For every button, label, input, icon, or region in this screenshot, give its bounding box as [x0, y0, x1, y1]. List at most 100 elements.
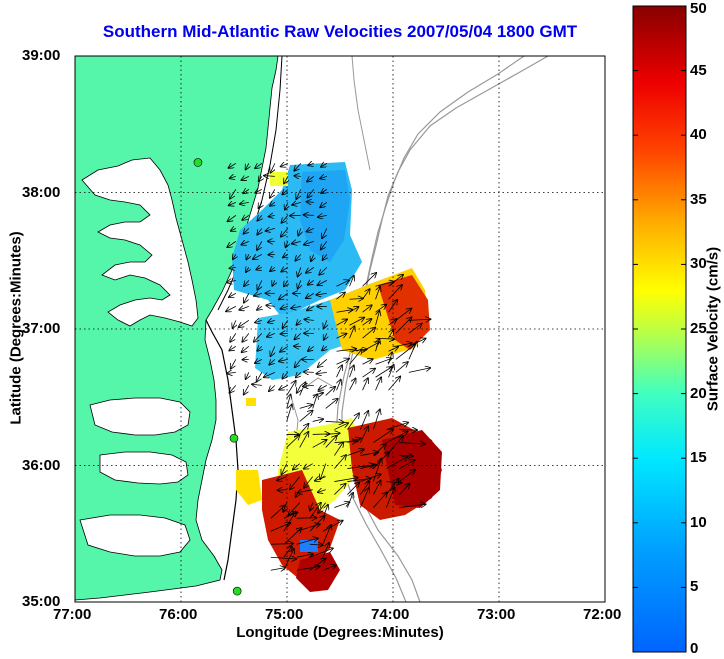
velocity-vector [295, 333, 302, 339]
velocity-vector [305, 319, 314, 320]
colorbar-tick-label: 25 [690, 320, 707, 337]
colorbar-tick-label: 10 [690, 513, 707, 531]
velocity-vector [298, 228, 300, 235]
velocity-vector [324, 320, 327, 328]
velocity-vector [312, 440, 327, 448]
velocity-vector [388, 300, 398, 313]
velocity-vector [324, 333, 327, 339]
velocity-vector [322, 565, 336, 571]
velocity-vector [289, 502, 300, 515]
velocity-vector [257, 372, 263, 381]
velocity-vector [395, 317, 412, 334]
velocity-vector [334, 478, 357, 482]
velocity-vector [362, 369, 375, 378]
velocity-vector [295, 254, 302, 260]
velocity-vector [298, 490, 313, 493]
velocity-vector [309, 544, 323, 545]
velocity-vector [320, 202, 328, 207]
y-tick-label: 37:00 [22, 320, 61, 337]
velocity-vector [388, 319, 397, 326]
velocity-vector [395, 362, 408, 373]
velocity-vector [242, 333, 250, 341]
velocity-vector [408, 324, 422, 334]
velocity-vector [308, 280, 315, 284]
velocity-vector [311, 254, 314, 261]
velocity-vector [309, 503, 321, 519]
velocity-vector [388, 285, 402, 300]
velocity-vector [362, 319, 372, 326]
velocity-vector [231, 359, 237, 368]
velocity-vector [323, 254, 327, 260]
velocity-vector [362, 289, 370, 300]
velocity-vector [270, 544, 293, 545]
velocity-vector [292, 202, 301, 205]
velocity-vector [318, 490, 326, 493]
velocity-vector [257, 346, 261, 350]
velocity-vector [375, 358, 392, 365]
velocity-vector [296, 566, 320, 571]
velocity-vector [285, 202, 288, 209]
velocity-vector [253, 254, 263, 259]
velocity-vector [375, 287, 380, 300]
velocity-vector [286, 435, 300, 448]
radar-stations [193, 158, 242, 596]
velocity-vector [226, 306, 237, 311]
velocity-vector [399, 470, 415, 482]
velocity-vector [294, 163, 302, 170]
velocity-vector [229, 202, 236, 205]
velocity-vector [318, 280, 328, 285]
velocity-vector [244, 385, 250, 394]
velocity-vector [281, 163, 288, 166]
velocity-vector [347, 493, 353, 508]
velocity-vector [257, 228, 262, 234]
colorbar [632, 5, 687, 653]
velocity-vector [246, 254, 248, 259]
velocity-vector [281, 463, 288, 475]
map-title: Southern Mid-Atlantic Raw Velocities 200… [102, 22, 578, 41]
velocity-vector [296, 554, 313, 557]
velocity-vector [281, 306, 288, 308]
velocity-vector [307, 202, 314, 203]
velocity-vector [319, 385, 328, 390]
velocity-vector [255, 359, 263, 363]
velocity-vector [229, 293, 237, 297]
velocity-vector [240, 202, 249, 204]
velocity-vector [336, 280, 349, 287]
velocity-vector [280, 346, 289, 351]
velocity-vector [304, 476, 314, 488]
velocity-vector [349, 366, 354, 378]
velocity-vector [322, 228, 328, 238]
velocity-vector [281, 228, 289, 236]
x-tick-label: 74:00 [371, 606, 410, 623]
velocity-vector [336, 359, 349, 365]
colorbar-tick-label: 20 [690, 384, 707, 402]
velocity-vector [271, 346, 275, 356]
velocity-vector [241, 241, 249, 244]
velocity-vector [293, 463, 300, 470]
velocity-vector [227, 372, 236, 373]
velocity-vector [270, 202, 275, 205]
velocity-vector [264, 371, 275, 377]
velocity-vector [373, 429, 393, 443]
colorbar-tick-label: 40 [690, 126, 707, 144]
velocity-vector [270, 163, 274, 172]
velocity-vector [233, 320, 236, 328]
velocity-vector [228, 215, 237, 221]
velocity-vector [395, 308, 411, 321]
velocity-vector [269, 359, 276, 364]
velocity-vector [362, 359, 373, 365]
velocity-vector [360, 411, 368, 430]
velocity-vectors [226, 163, 430, 570]
velocity-vector [239, 320, 250, 327]
velocity-vector [373, 444, 385, 456]
velocity-vector [360, 488, 368, 508]
velocity-vector [349, 349, 362, 365]
velocity-vector [296, 538, 318, 545]
velocity-vector [229, 385, 237, 392]
velocity-vector [325, 387, 335, 396]
colorbar-tick-label: 0 [690, 640, 699, 657]
x-axis-title: Longitude (Degrees:Minutes) [236, 624, 444, 641]
velocity-vector [230, 189, 237, 198]
x-tick-label: 77:00 [53, 606, 92, 623]
velocity-vector [312, 394, 318, 409]
